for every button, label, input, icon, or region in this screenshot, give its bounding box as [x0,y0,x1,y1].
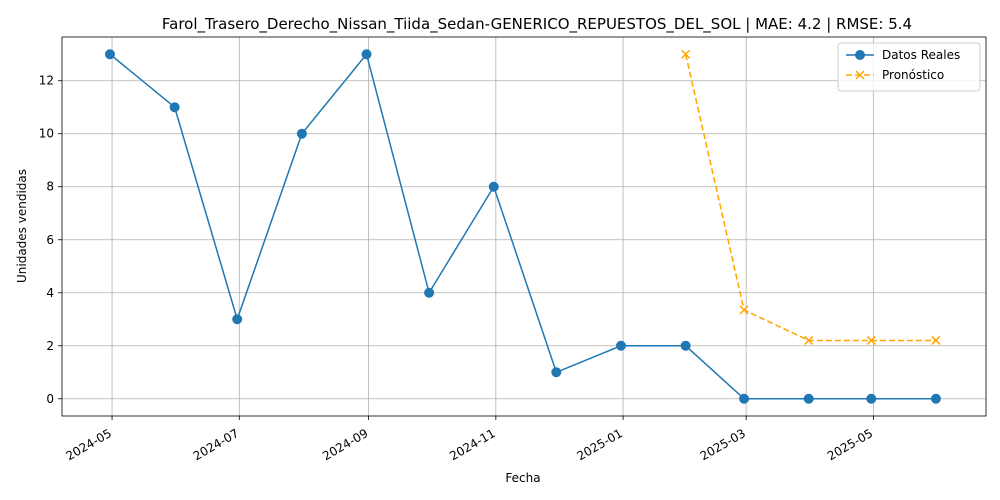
legend-label: Pronóstico [882,68,944,82]
x-tick-label: 2025-03 [698,426,748,463]
legend-marker [855,50,865,60]
data-point-datos-reales [551,367,562,378]
data-point-datos-reales [866,393,877,404]
series-pronostico [681,49,941,345]
x-marker-stroke [866,335,876,345]
data-point-datos-reales [424,287,435,298]
y-tick-label: 12 [39,74,54,88]
grid-layer [62,37,986,416]
data-point-pronostico [866,335,876,345]
data-point-datos-reales [615,340,626,351]
plot-frame [61,36,987,417]
x-marker-stroke [681,49,691,59]
series-datos-reales [104,49,941,404]
x-marker-stroke [931,335,941,345]
legend-label: Datos Reales [882,48,960,62]
chart-title: Farol_Trasero_Derecho_Nissan_Tiida_Sedan… [162,15,912,34]
y-tick-label: 4 [46,286,54,300]
x-tick-label: 2024-05 [64,426,114,463]
data-point-datos-reales [169,102,180,113]
data-point-datos-reales [488,181,499,192]
legend-entry-datos-reales: Datos Reales [846,48,960,62]
data-point-datos-reales [104,49,115,60]
x-axis-label: Fecha [505,471,540,485]
y-tick-label: 0 [46,392,54,406]
legend-entry-pronostico: Pronóstico [846,68,944,82]
x-tick-label: 2024-07 [191,426,241,463]
x-tick-label: 2024-11 [447,426,497,463]
data-point-pronostico [931,335,941,345]
data-point-datos-reales [361,49,372,60]
data-point-pronostico [681,49,691,59]
y-tick-label: 2 [46,339,54,353]
series-layer [104,49,941,404]
data-point-pronostico [739,305,749,315]
x-tick-label: 2025-05 [825,426,875,463]
x-marker-stroke [855,70,865,80]
y-tick-label: 10 [39,127,54,141]
data-point-datos-reales [680,340,691,351]
x-marker-stroke [739,305,749,315]
x-marker-stroke [804,335,814,345]
data-point-datos-reales [803,393,814,404]
x-tick-label: 2024-09 [320,426,370,463]
data-point-pronostico [804,335,814,345]
y-ticks: 0 2 4 6 8 10 12 [39,74,62,406]
data-point-datos-reales [930,393,941,404]
x-ticks: 2024-05 2024-07 2024-09 2024-11 2025-01 2025-… [64,416,875,463]
series-line-datos-reales [109,52,936,400]
y-tick-label: 8 [46,180,54,194]
legend: Datos Reales Pronóstico [837,42,981,92]
legend-marker [855,70,865,80]
x-tick-label: 2025-01 [575,426,625,463]
series-line-pronostico [684,54,936,342]
y-axis-label: Unidades vendidas [15,169,29,283]
y-tick-label: 6 [46,233,54,247]
data-point-datos-reales [739,393,750,404]
data-point-datos-reales [232,314,243,325]
data-point-datos-reales [296,128,307,139]
